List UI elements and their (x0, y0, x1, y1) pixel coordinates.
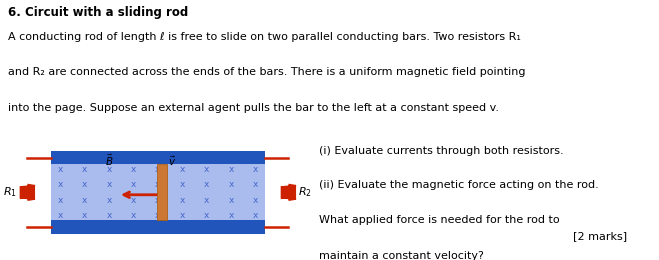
Text: What applied force is needed for the rod to: What applied force is needed for the rod… (319, 215, 559, 225)
Text: x: x (156, 211, 161, 220)
Text: x: x (253, 165, 258, 174)
Text: x: x (82, 196, 87, 205)
Text: maintain a constant velocity?: maintain a constant velocity? (319, 251, 484, 260)
Text: x: x (253, 196, 258, 205)
Text: x: x (156, 196, 161, 205)
Text: x: x (229, 196, 234, 205)
Text: (i) Evaluate currents through both resistors.: (i) Evaluate currents through both resis… (319, 146, 563, 156)
Text: $R_1$: $R_1$ (3, 185, 17, 199)
Text: x: x (57, 165, 63, 174)
Text: x: x (130, 211, 136, 220)
Text: x: x (82, 180, 87, 189)
Text: into the page. Suppose an external agent pulls the bar to the left at a constant: into the page. Suppose an external agent… (9, 103, 500, 113)
Text: $R_2$: $R_2$ (299, 185, 312, 199)
Text: x: x (57, 196, 63, 205)
Bar (51, 165, 265, 220)
Text: 6. Circuit with a sliding rod: 6. Circuit with a sliding rod (9, 5, 188, 18)
Text: x: x (229, 180, 234, 189)
Text: x: x (106, 196, 112, 205)
Text: $\vec{v}$: $\vec{v}$ (169, 155, 177, 168)
Bar (51, 220, 265, 233)
Text: x: x (204, 196, 210, 205)
Text: and R₂ are connected across the ends of the bars. There is a uniform magnetic fi: and R₂ are connected across the ends of … (9, 67, 526, 77)
Text: x: x (204, 180, 210, 189)
Text: x: x (130, 180, 136, 189)
Text: x: x (229, 165, 234, 174)
Text: x: x (106, 211, 112, 220)
Text: x: x (204, 211, 210, 220)
Text: x: x (106, 180, 112, 189)
Text: [2 marks]: [2 marks] (573, 231, 627, 241)
Text: x: x (82, 165, 87, 174)
Text: x: x (156, 180, 161, 189)
Text: x: x (180, 211, 185, 220)
Text: x: x (57, 211, 63, 220)
Text: x: x (180, 165, 185, 174)
Text: x: x (204, 165, 210, 174)
Text: x: x (130, 165, 136, 174)
Text: x: x (106, 165, 112, 174)
Text: (ii) Evaluate the magnetic force acting on the rod.: (ii) Evaluate the magnetic force acting … (319, 180, 598, 190)
Text: x: x (253, 211, 258, 220)
Text: x: x (156, 165, 161, 174)
Text: x: x (229, 211, 234, 220)
Text: x: x (130, 196, 136, 205)
Text: A conducting rod of length ℓ is free to slide on two parallel conducting bars. T: A conducting rod of length ℓ is free to … (9, 32, 521, 42)
Text: $\vec{B}$: $\vec{B}$ (105, 153, 113, 168)
Text: x: x (82, 211, 87, 220)
Bar (51, 151, 265, 165)
Text: x: x (180, 180, 185, 189)
Bar (157, 165, 167, 220)
Text: x: x (253, 180, 258, 189)
Text: x: x (180, 196, 185, 205)
Text: x: x (57, 180, 63, 189)
